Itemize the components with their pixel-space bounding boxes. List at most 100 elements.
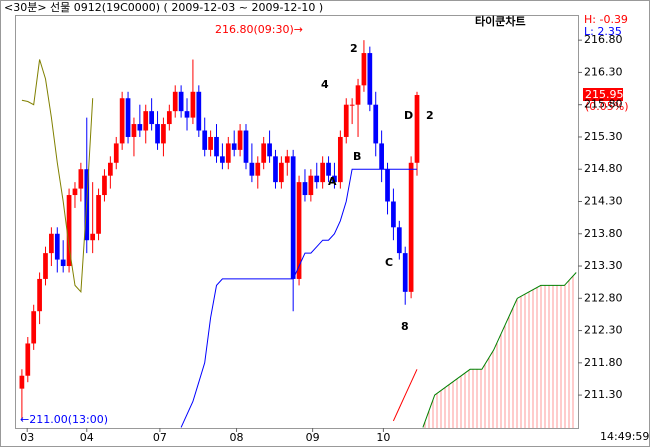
candle-body [66, 195, 72, 267]
candle-body [184, 111, 190, 118]
x-tick-label: 07 [153, 431, 167, 444]
candle-body [149, 111, 154, 125]
candle-body [102, 175, 107, 196]
y-tick-label: 215.80 [584, 98, 623, 111]
indicator-line [180, 168, 417, 428]
candle-body [273, 156, 278, 183]
candle-body [208, 136, 213, 150]
candle-body [231, 143, 237, 150]
candle-body [143, 111, 149, 131]
y-tick-label: 214.30 [584, 194, 623, 207]
candle-body [402, 253, 408, 292]
y-tick-label: 216.80 [584, 33, 623, 46]
candle-body [373, 104, 379, 144]
annotation: C [385, 256, 393, 269]
candle-body [396, 227, 402, 254]
candle-body [202, 130, 208, 150]
candle-body [391, 201, 396, 228]
candle-body [31, 311, 37, 344]
candle-body [125, 98, 131, 137]
annotation: 4 [321, 78, 329, 91]
candle-body [361, 53, 367, 86]
y-tick-label: 215.30 [584, 130, 623, 143]
time: 14:49:59 [600, 430, 649, 443]
x-tick-label: 08 [230, 431, 244, 444]
candle-body [261, 143, 267, 163]
y-tick-label: 212.30 [584, 324, 623, 337]
last-price: 215.95 [585, 88, 624, 101]
high-info: H: -0.39 [584, 13, 628, 26]
annotation: 2 [350, 42, 358, 55]
annotation: 216.80(09:30)→ [215, 23, 303, 36]
y-tick-label: 213.30 [584, 259, 623, 272]
annotation: D [404, 109, 413, 122]
indicator-line [392, 369, 418, 422]
candle-body [107, 162, 113, 176]
candle-body [37, 278, 42, 312]
annotation: 8 [401, 320, 409, 333]
annotation: A [328, 175, 337, 188]
candle-body [113, 143, 119, 163]
candle-body [284, 156, 290, 163]
candle-body [196, 91, 202, 131]
candle-body [355, 85, 361, 105]
annotation: ←211.00(13:00) [20, 413, 108, 426]
x-tick-label: 03 [20, 431, 34, 444]
candle-body [78, 169, 84, 189]
last-change: (0.05%) [585, 100, 629, 113]
candle-body [237, 130, 243, 150]
candle-body [25, 343, 31, 376]
last-price-box [583, 88, 623, 101]
candle-body [243, 130, 249, 163]
brand: 타이쿤차트 [475, 14, 526, 28]
candle-body [54, 233, 60, 260]
candle-body [72, 188, 78, 196]
candle-body [267, 143, 272, 157]
candle-body [214, 136, 219, 157]
candle-body [414, 95, 420, 163]
candle-body [190, 91, 196, 118]
chart-title: <30분> 선물 0912(19C0000) ( 2009-12-03 ~ 20… [4, 1, 323, 14]
x-tick-label: 04 [80, 431, 94, 444]
y-tick-label: 211.80 [584, 356, 623, 369]
candle-body [166, 111, 172, 125]
candle-body [296, 182, 302, 279]
indicator-line [422, 272, 577, 428]
candle-body [320, 162, 326, 183]
candle-body [119, 98, 125, 144]
candle-body [408, 162, 414, 292]
candle-body [19, 375, 25, 389]
indicator-line [21, 59, 94, 293]
candle-body [178, 91, 184, 112]
hatch-area [422, 272, 577, 428]
x-tick-label: 09 [306, 431, 320, 444]
candle-body [255, 162, 261, 176]
candle-body [314, 175, 320, 183]
candle-body [155, 124, 160, 144]
candle-body [302, 182, 308, 196]
candle-body [90, 233, 96, 241]
candle-body [349, 104, 355, 106]
plot-area [15, 15, 579, 429]
candle-body [220, 156, 225, 163]
candle-body [161, 124, 166, 144]
candle-body [379, 143, 384, 170]
annotation: B [353, 150, 361, 163]
candle-body [96, 195, 101, 234]
y-tick-label: 213.80 [584, 227, 623, 240]
annotation: 2 [426, 109, 434, 122]
candle-body [249, 162, 255, 176]
candle-body [367, 53, 373, 105]
candle-body [308, 175, 314, 196]
candle-body [43, 253, 48, 279]
candle-body [131, 124, 137, 137]
candle-body [326, 162, 331, 176]
candle-body [172, 91, 178, 112]
low-info: L: 2.35 [584, 25, 622, 38]
candle-body [385, 169, 390, 202]
y-tick-label: 211.30 [584, 388, 623, 401]
candle-body [332, 175, 337, 183]
candle-body [137, 124, 143, 131]
candle-body [343, 104, 349, 137]
